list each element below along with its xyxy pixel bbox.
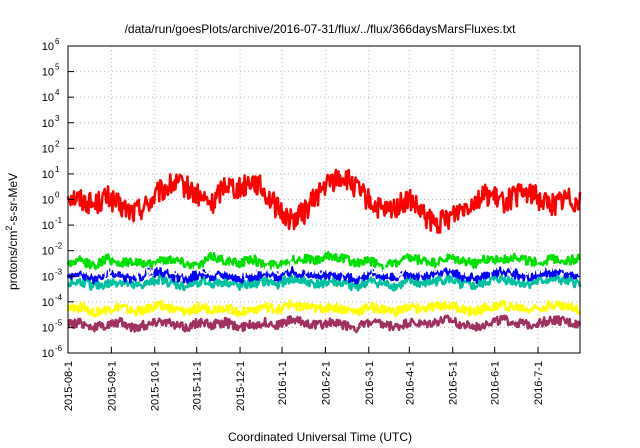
y-tick-exponent: 1 [55,165,60,174]
y-tick-exponent: 3 [55,114,60,123]
y-tick-label: 10 [42,41,54,53]
x-tick-label: 2015-11-1 [192,361,204,410]
y-tick-label: 10 [42,297,54,309]
series-line-6 [67,314,582,334]
y-tick-label: 10 [42,143,54,155]
series-group [66,168,582,334]
y-tick-exponent: -1 [55,216,63,225]
y-tick-label: 10 [42,322,54,334]
x-tick-label: 2016-6-1 [490,361,502,405]
y-tick-label: 10 [42,92,54,104]
series-line-4 [67,260,581,279]
y-axis-label-suffix: -s-sr-MeV [6,172,20,226]
y-tick-exponent: 0 [55,191,60,200]
x-tick-label: 2016-3-1 [364,361,376,405]
x-axis-label: Coordinated Universal Time (UTC) [227,430,413,444]
series-line-5 [66,299,582,318]
y-tick-exponent: -4 [55,293,63,302]
y-tick-exponent: -6 [55,344,63,353]
y-tick-exponent: 2 [55,139,60,148]
y-tick-label: 10 [42,67,54,79]
x-tick-label: 2015-10-1 [150,361,162,411]
y-tick-exponent: 5 [55,63,60,72]
x-tick-label: 2016-2-1 [320,361,332,405]
x-tick-label: 2015-12-1 [235,361,247,411]
x-tick-label: 2016-1-1 [277,361,289,405]
y-ticks: 10 -610 -510 -410 -310 -210 -110 010 110 210 310 41… [42,37,74,360]
y-tick-exponent: 6 [55,37,60,46]
y-tick-label: 10 [42,246,54,258]
x-ticks: 2015-08-1 2015-09-1 2015-10-1 2015-11-1 2015… [63,347,545,411]
chart-title: /data/run/goesPlots/archive/2016-07-31/f… [124,22,516,36]
series-line-2 [67,273,582,292]
y-tick-exponent: -5 [55,318,63,327]
y-tick-exponent: 4 [55,88,60,97]
y-tick-label: 10 [42,195,54,207]
y-tick-label: 10 [42,118,54,130]
x-tick-label: 2016-5-1 [448,361,460,405]
y-tick-label: 10 [42,169,54,181]
y-axis-label: protons/cm2-s-sr-MeV [4,173,20,290]
y-tick-label: 10 [42,271,54,283]
y-tick-exponent: -3 [55,267,63,276]
y-axis-label-prefix: protons/cm [6,230,20,290]
x-tick-label: 2016-7-1 [533,361,545,405]
y-tick-label: 10 [42,220,54,232]
y-tick-label: 10 [42,348,54,360]
plot-frame [67,45,581,354]
y-tick-exponent: -2 [55,242,63,251]
x-tick-label: 2016-4-1 [404,361,416,405]
x-tick-label: 2015-09-1 [106,361,118,411]
series-line-0 [66,168,582,234]
x-tick-label: 2015-08-1 [63,361,75,411]
y-axis-label-sup: 2 [4,225,14,231]
